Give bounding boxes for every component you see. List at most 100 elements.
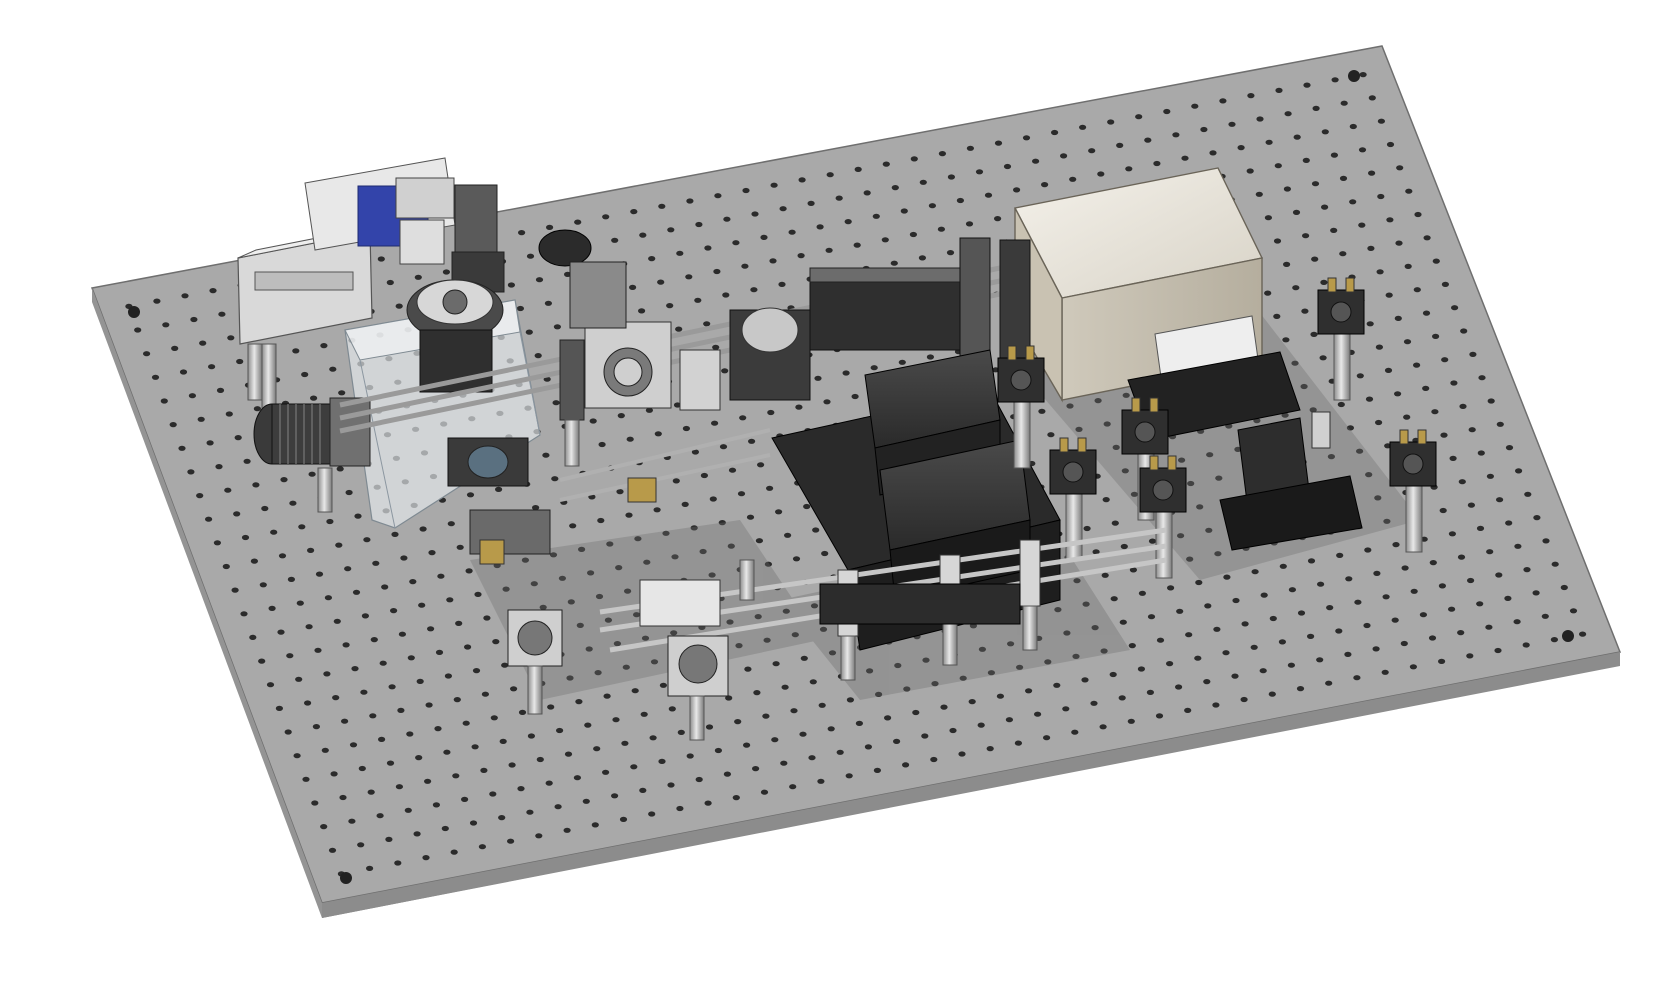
mounting-hole	[1310, 331, 1318, 337]
mounting-hole	[323, 671, 331, 677]
mounting-hole	[694, 297, 702, 303]
mounting-hole	[480, 767, 488, 774]
adjuster-screw	[1059, 437, 1069, 453]
mounting-hole	[1137, 666, 1145, 672]
lower-cage	[447, 437, 755, 741]
mounting-hole	[1092, 549, 1100, 555]
mounting-hole	[1368, 170, 1376, 176]
mounting-hole	[400, 555, 408, 561]
mounting-hole	[965, 221, 974, 227]
mounting-hole	[539, 604, 547, 610]
mounting-hole	[638, 308, 646, 314]
mounting-hole	[633, 612, 641, 618]
mounting-hole	[659, 682, 668, 688]
mounting-hole	[1103, 421, 1111, 427]
mounting-hole	[1468, 427, 1476, 433]
mounting-hole	[507, 838, 515, 844]
mounting-hole	[764, 561, 773, 567]
mounting-hole	[284, 729, 292, 735]
mounting-hole	[1376, 269, 1384, 275]
mounting-hole	[611, 237, 619, 243]
mounting-hole	[358, 765, 366, 772]
mounting-hole	[1457, 630, 1465, 636]
mounting-hole	[542, 452, 550, 458]
mounting-hole	[732, 240, 740, 246]
mounting-hole	[1148, 538, 1157, 544]
mounting-hole	[348, 818, 356, 824]
mounting-hole	[509, 686, 518, 692]
mounting-hole	[1460, 328, 1468, 334]
mount-aperture	[1010, 369, 1032, 391]
adjuster-screw	[1327, 277, 1337, 293]
mounting-hole	[767, 409, 775, 416]
mounting-hole	[1391, 617, 1399, 623]
mounting-hole	[705, 724, 714, 730]
mounting-hole	[1439, 507, 1447, 514]
mounting-hole	[527, 733, 536, 739]
mounting-hole	[931, 681, 939, 687]
mounting-hole	[1003, 163, 1012, 170]
mounting-hole	[1073, 578, 1081, 584]
mounting-hole	[582, 798, 590, 804]
mounting-hole	[844, 219, 852, 225]
mounting-hole	[474, 591, 482, 598]
mounting-hole	[151, 374, 160, 380]
mounting-hole	[333, 618, 341, 624]
camera	[1219, 411, 1363, 551]
mounting-hole	[585, 646, 593, 652]
mounting-hole	[532, 505, 540, 511]
mounting-hole	[1146, 689, 1154, 696]
mounting-hole	[1175, 684, 1183, 690]
mounting-hole	[1311, 256, 1319, 262]
corner-hole	[340, 872, 352, 884]
mounting-hole	[576, 622, 584, 629]
mounting-hole	[1326, 605, 1334, 611]
mounting-hole	[1377, 193, 1385, 200]
mounting-hole	[1268, 691, 1276, 697]
mounting-hole	[681, 501, 689, 507]
mounting-hole	[530, 581, 538, 587]
mounting-hole	[909, 231, 918, 238]
mounting-hole	[1386, 141, 1395, 148]
mounting-hole	[712, 344, 720, 350]
mounting-hole	[575, 699, 583, 705]
mounting-hole	[675, 326, 683, 332]
mounting-hole	[791, 632, 799, 638]
mounting-hole	[328, 847, 337, 853]
mounting-hole	[984, 192, 993, 198]
mounting-hole	[332, 695, 340, 701]
mounting-hole	[1129, 567, 1137, 573]
mounting-hole	[780, 760, 788, 766]
mounting-hole	[810, 603, 819, 609]
mounting-hole	[1496, 421, 1504, 427]
mounting-hole	[891, 185, 899, 191]
mounting-hole	[418, 602, 426, 608]
mounting-hole	[866, 668, 874, 674]
mounting-hole	[324, 595, 332, 601]
mounting-hole	[1101, 572, 1109, 578]
mounting-hole	[714, 747, 723, 754]
mounting-hole	[483, 615, 491, 621]
mounting-hole	[390, 608, 398, 614]
mounting-hole	[677, 729, 685, 736]
mounting-hole	[469, 820, 478, 826]
mounting-hole	[188, 393, 196, 399]
mounting-hole	[1386, 217, 1394, 223]
mounting-hole	[1410, 588, 1418, 594]
mounting-hole	[1223, 574, 1231, 580]
mounting-hole	[1394, 315, 1402, 321]
mounting-hole	[1448, 531, 1456, 537]
mounting-hole	[930, 756, 938, 763]
mounting-hole	[700, 472, 709, 479]
mounting-hole	[1082, 601, 1090, 607]
breadboard-front-edge	[322, 652, 1620, 918]
mounting-hole	[1467, 502, 1475, 508]
mounting-hole	[1366, 321, 1374, 327]
mounting-hole	[305, 624, 313, 630]
mounting-hole	[360, 689, 368, 695]
mounting-hole	[178, 445, 186, 451]
mounting-hole	[987, 670, 996, 676]
mounting-hole	[422, 855, 430, 861]
mounting-hole	[179, 369, 188, 375]
